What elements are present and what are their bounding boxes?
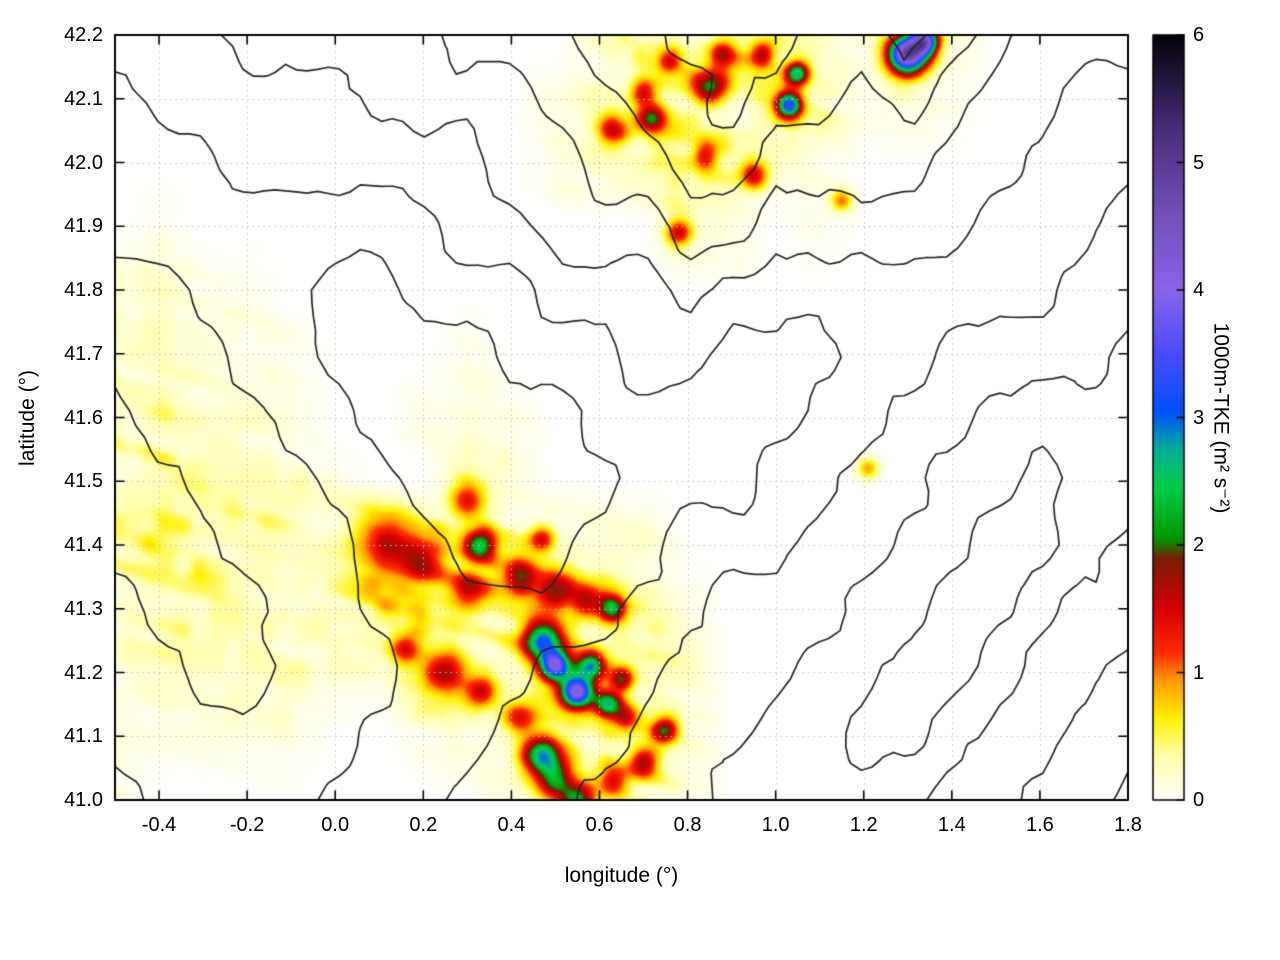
colorbar-tick-label: 6 — [1193, 24, 1205, 46]
x-tick-label: 0.4 — [497, 814, 526, 836]
colorbar-tick-label: 2 — [1193, 534, 1205, 556]
y-tick-label: 41.2 — [64, 661, 103, 684]
x-tick-label: -0.2 — [229, 814, 265, 836]
y-tick-label: 42.1 — [64, 87, 103, 110]
x-tick-label: 0.6 — [585, 814, 614, 836]
x-axis-label: longitude (°) — [564, 864, 679, 887]
y-tick-label: 41.9 — [64, 215, 103, 238]
x-tick-label: 0.0 — [321, 814, 350, 836]
x-tick-label: 1.8 — [1114, 814, 1142, 836]
x-tick-label: -0.4 — [141, 814, 177, 836]
x-tick-label: 0.8 — [673, 814, 702, 836]
x-tick-label: 1.0 — [761, 814, 790, 836]
x-tick-label: 0.2 — [409, 814, 438, 836]
y-tick-label: 41.0 — [64, 789, 103, 811]
y-tick-label: 41.4 — [64, 534, 103, 556]
y-tick-label: 41.8 — [64, 279, 103, 301]
colorbar-tick-label: 3 — [1193, 406, 1205, 429]
y-tick-label: 41.1 — [64, 725, 103, 748]
y-tick-label: 41.5 — [64, 470, 103, 493]
y-tick-label: 41.6 — [64, 406, 103, 429]
y-tick-label: 41.3 — [64, 597, 103, 620]
x-tick-label: 1.4 — [937, 814, 966, 836]
colorbar-tick-label: 1 — [1193, 661, 1205, 684]
y-tick-label: 41.7 — [64, 342, 103, 365]
colorbar-tick-label: 5 — [1193, 151, 1205, 174]
y-axis-label: latitude (°) — [16, 369, 39, 466]
colorbar-label: 1000m-TKE (m² s⁻²) — [1209, 322, 1233, 513]
y-tick-label: 42.0 — [64, 151, 103, 174]
colorbar-tick-label: 0 — [1193, 789, 1205, 811]
x-tick-label: 1.2 — [849, 814, 878, 836]
x-tick-label: 1.6 — [1026, 814, 1054, 836]
y-tick-label: 42.2 — [64, 24, 103, 46]
colorbar-tick-label: 4 — [1193, 279, 1205, 301]
